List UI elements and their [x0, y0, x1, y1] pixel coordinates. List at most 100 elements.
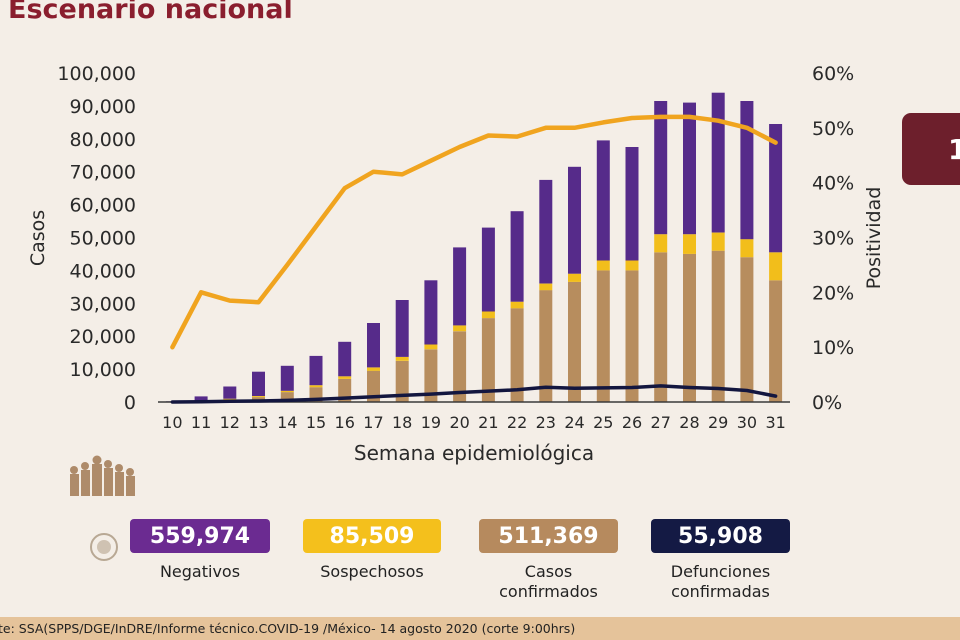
- side-tab: 1: [902, 113, 960, 185]
- bar-segment: [683, 102, 696, 235]
- bar-segment: [280, 390, 294, 393]
- y2-tick-label: 10%: [812, 337, 854, 359]
- bar-segment: [367, 323, 380, 368]
- bar-segment: [539, 283, 553, 291]
- y-tick-label: 100,000: [57, 63, 136, 85]
- y-tick-label: 40,000: [70, 260, 136, 282]
- x-tick-label: 12: [220, 413, 240, 432]
- y2-tick-label: 20%: [812, 282, 854, 304]
- bar-segment: [625, 147, 639, 261]
- source-text: te: SSA(SPPS/DGE/InDRE/Informe técnico.C…: [0, 621, 576, 636]
- y-tick-label: 20,000: [70, 326, 136, 348]
- bar-segment: [510, 308, 524, 402]
- bar-segment: [453, 331, 467, 402]
- bar-segment: [194, 396, 208, 401]
- bar-segment: [625, 260, 639, 271]
- y-axis-title: Casos: [27, 210, 49, 266]
- bar-segment: [453, 247, 467, 326]
- y2-axis-title: Positividad: [863, 187, 885, 290]
- government-emblem-icon: [70, 455, 135, 561]
- x-tick-label: 27: [651, 413, 671, 432]
- kpi-sospechosos-label: Sospechosos: [320, 562, 424, 581]
- x-tick-label: 21: [478, 413, 498, 432]
- kpi-negativos-label: Negativos: [159, 562, 241, 581]
- y2-tick-label: 60%: [812, 63, 854, 85]
- bar-segment: [309, 385, 323, 388]
- bar-segment: [367, 367, 380, 371]
- side-tab-label: 1: [948, 133, 960, 166]
- y2-tick-label: 40%: [812, 173, 854, 195]
- bar-segment: [711, 250, 725, 402]
- x-tick-label: 23: [536, 413, 556, 432]
- x-tick-label: 31: [765, 413, 785, 432]
- bar-segment: [252, 371, 265, 396]
- kpi-sospechosos-value: 85,509: [303, 519, 441, 553]
- kpi-defunciones-value: 55,908: [651, 519, 790, 553]
- x-tick-label: 28: [679, 413, 699, 432]
- bar-segment: [596, 270, 610, 402]
- bar-segment: [395, 360, 409, 402]
- bar-segment: [769, 124, 783, 253]
- bar-segment: [223, 398, 237, 400]
- bar-segment: [424, 280, 438, 345]
- bar-segment: [510, 211, 524, 302]
- x-tick-label: 19: [421, 413, 441, 432]
- bar-segment: [424, 344, 438, 350]
- x-tick-label: 16: [335, 413, 355, 432]
- bar-segment: [654, 101, 668, 235]
- bar-segment: [711, 92, 725, 233]
- kpi-negativos-value: 559,974: [130, 519, 270, 553]
- y-tick-label: 90,000: [70, 96, 136, 118]
- kpi-confirmados-value: 511,369: [479, 519, 618, 553]
- y-tick-label: 70,000: [70, 162, 136, 184]
- bar-segment: [740, 257, 754, 402]
- bar-segment: [338, 341, 352, 377]
- y2-tick-label: 30%: [812, 228, 854, 250]
- x-tick-label: 25: [593, 413, 613, 432]
- page-title: Escenario nacional: [8, 0, 293, 25]
- y2-tick-label: 50%: [812, 118, 854, 140]
- bar-segment: [683, 234, 696, 254]
- defunciones-line: [170, 384, 778, 404]
- bar-segment: [568, 281, 581, 402]
- bar-segment: [395, 300, 409, 357]
- bar-segment: [596, 260, 610, 271]
- bar-segment: [769, 252, 783, 281]
- bar-segment: [769, 280, 783, 402]
- x-tick-label: 18: [392, 413, 412, 432]
- bar-segment: [740, 239, 754, 258]
- bar-segment: [309, 355, 323, 386]
- bar-segment: [740, 101, 754, 240]
- x-tick-label: 13: [248, 413, 268, 432]
- bar-segment: [481, 227, 495, 312]
- bar-segment: [481, 318, 495, 402]
- x-tick-label: 10: [162, 413, 182, 432]
- x-axis-title: Semana epidemiológica: [354, 441, 594, 465]
- bar-segment: [424, 349, 438, 402]
- bar-segment: [453, 325, 467, 332]
- source-footer: te: SSA(SPPS/DGE/InDRE/Informe técnico.C…: [0, 617, 960, 640]
- bar-segment: [367, 370, 380, 402]
- x-tick-label: 22: [507, 413, 527, 432]
- kpi-defunciones-label: Defunciones confirmadas: [670, 562, 771, 601]
- bar-segment: [654, 234, 668, 253]
- x-tick-label: 20: [449, 413, 469, 432]
- x-tick-label: 17: [363, 413, 383, 432]
- x-tick-label: 15: [306, 413, 326, 432]
- x-tick-label: 30: [737, 413, 757, 432]
- bar-segment: [510, 301, 524, 309]
- bar-segment: [280, 392, 294, 402]
- bar-segment: [683, 253, 696, 402]
- y-tick-label: 50,000: [70, 228, 136, 250]
- x-tick-label: 11: [191, 413, 211, 432]
- x-tick-label: 29: [708, 413, 728, 432]
- bar-segment: [654, 252, 668, 402]
- y-tick-label: 0: [124, 392, 136, 414]
- x-tick-label: 26: [622, 413, 642, 432]
- y2-tick-label: 0%: [812, 392, 842, 414]
- bar-segment: [625, 270, 639, 402]
- bar-segment: [539, 179, 553, 284]
- bar-segment: [223, 386, 237, 399]
- bar-segment: [252, 396, 265, 398]
